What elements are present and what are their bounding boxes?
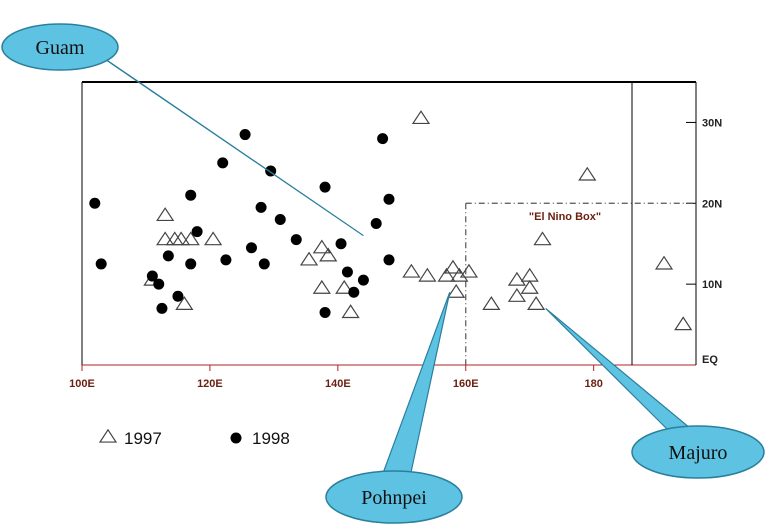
point-1998-0: [89, 197, 101, 209]
callout-pointer: [94, 51, 364, 237]
point-1997-7: [175, 296, 194, 310]
point-1998-9: [191, 226, 203, 238]
point-1997-1: [156, 231, 175, 246]
legend-marker-1998: [230, 432, 242, 444]
point-1997-24: [507, 287, 527, 302]
callout-label-majuro: Majuro: [669, 442, 728, 464]
point-1997-23: [507, 271, 527, 286]
point-1997-16: [418, 267, 437, 282]
point-1997-25: [520, 267, 539, 282]
point-1997-12: [335, 279, 354, 294]
x-tick-label: 180: [584, 378, 602, 390]
y-tick-label: EQ: [702, 354, 718, 366]
x-tick-label: 160E: [453, 378, 479, 390]
el-nino-box-label: "El Nino Box": [529, 211, 601, 223]
point-1998-19: [319, 181, 331, 193]
callout-pointer: [545, 307, 692, 431]
callout-label-pohnpei: Pohnpei: [361, 487, 427, 509]
point-1997-18: [447, 283, 466, 298]
y-tick-label: 10N: [702, 279, 722, 291]
point-1998-24: [357, 274, 369, 286]
point-1998-12: [239, 129, 251, 141]
point-1997-11: [312, 279, 331, 294]
point-1997-26: [520, 279, 539, 294]
point-1998-28: [383, 254, 395, 266]
point-1997-30: [654, 255, 674, 270]
point-1998-26: [377, 133, 389, 145]
point-1997-8: [299, 251, 319, 266]
point-1997-14: [411, 110, 431, 125]
x-tick-label: 100E: [69, 378, 95, 390]
point-1998-5: [162, 250, 174, 262]
point-1997-4: [181, 231, 200, 246]
legend-label-1997: 1997: [124, 429, 162, 448]
plot-frame: [81, 81, 697, 366]
point-1997-21: [443, 259, 463, 274]
point-1998-21: [335, 238, 347, 250]
callout-balloon: [325, 470, 463, 524]
point-1997-0: [156, 207, 175, 222]
point-1997-9: [312, 239, 331, 254]
y-tick-label: 20N: [702, 198, 722, 210]
point-1998-10: [217, 157, 229, 169]
point-1997-3: [172, 231, 191, 246]
point-1998-4: [156, 302, 168, 314]
point-1998-23: [348, 286, 360, 298]
callout-label-guam: Guam: [36, 37, 85, 59]
point-1998-3: [153, 278, 165, 290]
point-1998-25: [370, 218, 382, 229]
y-axis-ticks: EQ 10N 20N 30N: [686, 117, 722, 366]
data-points: [89, 110, 693, 331]
point-1998-13: [245, 242, 257, 254]
point-1997-15: [402, 263, 421, 278]
point-1998-2: [146, 270, 158, 282]
point-1998-11: [220, 254, 232, 266]
legend-label-1998: 1998: [252, 429, 290, 448]
y-tick-label: 30N: [702, 117, 722, 129]
point-1998-8: [185, 189, 197, 201]
x-tick-label: 140E: [325, 378, 351, 390]
point-1997-31: [674, 316, 693, 331]
el-nino-box: "El Nino Box": [465, 202, 696, 365]
point-1997-29: [578, 166, 597, 181]
point-1997-17: [437, 267, 456, 282]
point-1998-14: [255, 201, 267, 213]
point-1998-15: [258, 258, 270, 270]
point-1997-20: [459, 263, 479, 278]
callouts: Guam Pohnpei Majuro: [1, 23, 765, 524]
legend-marker-1997: [98, 428, 118, 443]
point-1998-6: [172, 290, 184, 302]
point-1998-22: [341, 266, 353, 278]
point-1998-18: [290, 234, 302, 246]
point-1997-28: [533, 231, 552, 246]
point-1998-1: [95, 258, 107, 270]
point-1997-22: [482, 296, 501, 310]
point-1997-5: [204, 231, 223, 246]
point-1998-7: [185, 258, 197, 270]
point-1998-17: [274, 213, 286, 225]
point-1997-27: [526, 296, 546, 310]
point-1997-10: [319, 247, 338, 262]
x-axis-ticks: 100E 120E 140E 160E 180: [69, 365, 603, 390]
callout-pointer: [381, 292, 451, 478]
x-tick-label: 120E: [197, 378, 223, 390]
point-1997-13: [341, 304, 360, 319]
point-1998-27: [383, 193, 395, 205]
legend: 1997 1998: [98, 428, 290, 448]
callout-balloon: [1, 23, 119, 71]
point-1998-20: [319, 306, 331, 318]
callout-balloon: [631, 425, 765, 479]
point-1997-19: [450, 267, 469, 282]
